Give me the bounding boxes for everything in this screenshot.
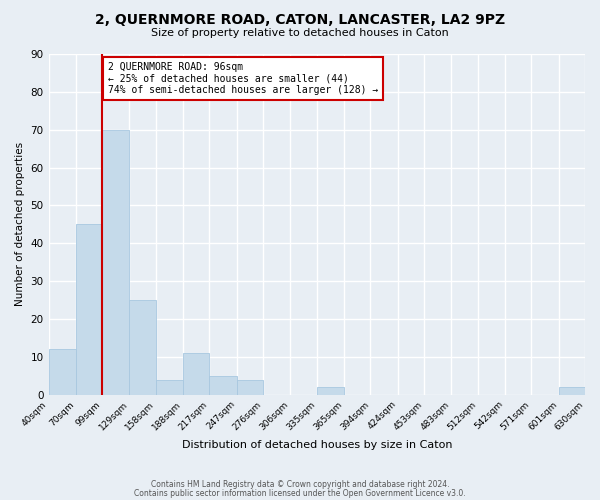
Bar (49, 350, 76, 395)
Bar (76, 224, 102, 394)
Bar (156, 380, 183, 394)
Bar (559, 387, 585, 394)
Text: Size of property relative to detached houses in Caton: Size of property relative to detached ho… (151, 28, 449, 38)
Bar (102, 130, 130, 394)
Text: Contains public sector information licensed under the Open Government Licence v3: Contains public sector information licen… (134, 488, 466, 498)
Text: 2 QUERNMORE ROAD: 96sqm
← 25% of detached houses are smaller (44)
74% of semi-de: 2 QUERNMORE ROAD: 96sqm ← 25% of detache… (107, 62, 378, 95)
Text: 2, QUERNMORE ROAD, CATON, LANCASTER, LA2 9PZ: 2, QUERNMORE ROAD, CATON, LANCASTER, LA2… (95, 12, 505, 26)
Bar (183, 353, 209, 395)
X-axis label: Distribution of detached houses by size in Caton: Distribution of detached houses by size … (182, 440, 452, 450)
Bar (209, 376, 237, 394)
Bar (237, 380, 263, 394)
Text: Contains HM Land Registry data © Crown copyright and database right 2024.: Contains HM Land Registry data © Crown c… (151, 480, 449, 489)
Bar (130, 300, 156, 394)
Y-axis label: Number of detached properties: Number of detached properties (15, 142, 25, 306)
Bar (317, 387, 344, 394)
